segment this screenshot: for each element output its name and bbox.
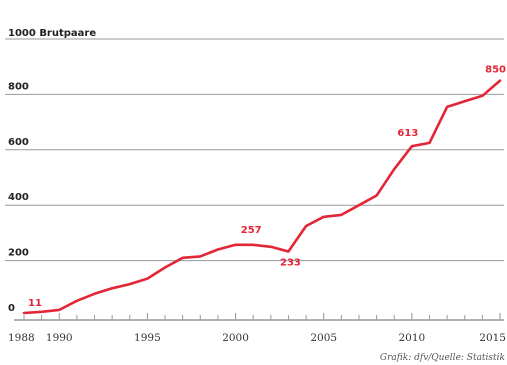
- x-tick-label-2000: 2000: [222, 332, 249, 344]
- data-label-1988: 11: [28, 298, 42, 309]
- y-axis-label: 1000 Brutpaare: [8, 28, 96, 39]
- x-tick-label-2010: 2010: [398, 332, 425, 344]
- x-tick-label-1990: 1990: [46, 332, 73, 344]
- data-labels: 11 257 233 613 850: [28, 65, 506, 309]
- x-tick-label-1995: 1995: [134, 332, 161, 344]
- y-tick-label-0: 0: [8, 303, 15, 314]
- y-tick-label-200: 200: [8, 248, 29, 259]
- x-tick-label-2015: 2015: [479, 332, 506, 344]
- x-tick-label-1988: 1988: [8, 332, 35, 344]
- data-label-2003: 233: [280, 257, 301, 268]
- x-tick-labels: 1988 1990 1995 2000 2005 2010 2015: [8, 332, 506, 344]
- x-tick-label-2005: 2005: [310, 332, 337, 344]
- y-tick-label-400: 400: [8, 192, 29, 203]
- data-label-2015: 850: [485, 65, 506, 76]
- y-tick-label-800: 800: [8, 81, 29, 92]
- y-tick-labels: 0 200 400 600 800: [8, 81, 29, 314]
- x-axis: [14, 313, 504, 321]
- source-note: Grafik: dfv/Quelle: Statistik: [380, 353, 505, 363]
- gridlines: [5, 38, 504, 262]
- y-tick-label-600: 600: [8, 137, 29, 148]
- data-label-2001: 257: [241, 225, 262, 236]
- data-label-2010: 613: [397, 128, 418, 139]
- series-line: [22, 79, 502, 315]
